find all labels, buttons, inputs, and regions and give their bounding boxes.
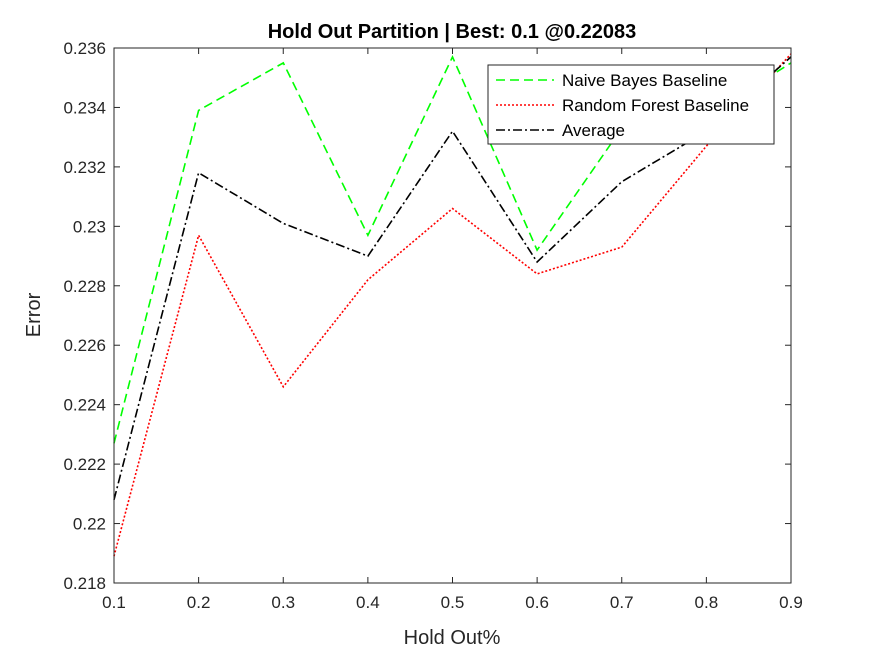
legend-label-naive-bayes: Naive Bayes Baseline	[562, 71, 727, 90]
x-tick-label: 0.6	[525, 593, 549, 612]
x-tick-label: 0.2	[187, 593, 211, 612]
y-tick-label: 0.226	[63, 336, 106, 355]
y-tick-label: 0.22	[73, 515, 106, 534]
y-tick-label: 0.228	[63, 277, 106, 296]
x-tick-label: 0.4	[356, 593, 380, 612]
legend-box	[487, 64, 775, 145]
chart-title: Hold Out Partition | Best: 0.1 @0.22083	[268, 21, 637, 43]
x-tick-label: 0.7	[610, 593, 634, 612]
series-line-average	[113, 56, 792, 501]
x-tick-label: 0.9	[779, 593, 803, 612]
y-tick-label: 0.232	[63, 158, 106, 177]
x-tick-label: 0.5	[441, 593, 465, 612]
legend: Naive Bayes Baseline Random Forest Basel…	[487, 64, 775, 145]
series-line-random-forest-baseline	[113, 53, 792, 557]
y-tick-label: 0.218	[63, 574, 106, 593]
x-tick-label: 0.8	[695, 593, 719, 612]
legend-label-average: Average	[562, 121, 625, 140]
x-axis-label: Hold Out%	[404, 627, 501, 649]
tick-labels: 0.1 0.2 0.3 0.4 0.5 0.6 0.7 0.8 0.9 0.218 0.22 0.22…	[63, 39, 802, 612]
y-tick-label: 0.222	[63, 455, 106, 474]
axes-box	[113, 47, 792, 584]
y-tick-label: 0.224	[63, 396, 106, 415]
legend-label-random-forest: Random Forest Baseline	[562, 96, 749, 115]
y-axis-label: Error	[23, 292, 45, 337]
x-tick-label: 0.1	[102, 593, 126, 612]
y-tick-label: 0.23	[73, 217, 106, 236]
y-tick-label: 0.234	[63, 98, 106, 117]
y-tick-label: 0.236	[63, 39, 106, 58]
x-tick-label: 0.3	[271, 593, 295, 612]
